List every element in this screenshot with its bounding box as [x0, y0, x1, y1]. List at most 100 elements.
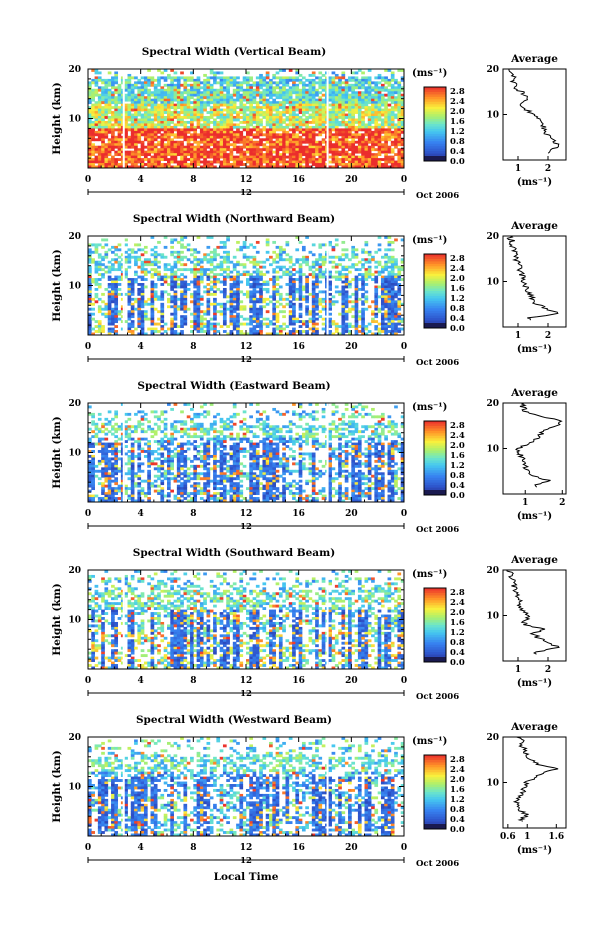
heatmap-cell — [315, 163, 319, 166]
heatmap-cell — [147, 88, 151, 92]
heatmap-cell — [101, 155, 105, 159]
heatmap-cell — [351, 253, 356, 257]
heatmap-cell — [255, 93, 260, 97]
heatmap-cell — [199, 116, 204, 119]
heatmap-cell — [384, 111, 388, 114]
heatmap-cell — [242, 118, 247, 122]
heatmap-cell — [239, 116, 244, 119]
heatmap-cell — [183, 155, 188, 159]
heatmap-cell — [97, 120, 102, 124]
heatmap-cell — [344, 150, 349, 154]
heatmap-cell — [170, 130, 174, 134]
heatmap-cell — [249, 283, 253, 286]
heatmap-cell — [272, 292, 277, 296]
heatmap-cell — [117, 120, 122, 124]
heatmap-cell — [219, 113, 224, 117]
heatmap-cell — [377, 263, 382, 267]
heatmap-cell — [387, 128, 392, 132]
heatmap-cell — [117, 287, 122, 291]
heatmap-cell — [328, 135, 332, 139]
heatmap-cell — [199, 317, 204, 321]
heatmap-cell — [153, 133, 158, 137]
heatmap-cell — [246, 322, 250, 326]
heatmap-cell — [170, 253, 174, 257]
heatmap-cell — [193, 78, 198, 82]
heatmap-cell — [275, 128, 280, 132]
heatmap-cell — [167, 165, 171, 168]
heatmap-cell — [334, 116, 339, 119]
heatmap-cell — [367, 130, 372, 134]
heatmap-cell — [143, 260, 148, 264]
heatmap-cell — [176, 96, 181, 100]
heatmap-cell — [206, 98, 211, 102]
heatmap-cell — [193, 103, 198, 107]
heatmap-cell — [160, 315, 165, 319]
heatmap-cell — [229, 138, 234, 142]
heatmap-cell — [255, 268, 260, 272]
heatmap-cell — [301, 123, 306, 127]
heatmap-cell — [292, 101, 296, 105]
heatmap-cell — [357, 155, 362, 159]
heatmap-cell — [173, 270, 178, 274]
heatmap-cell — [308, 150, 313, 154]
heatmap-cell — [278, 116, 283, 119]
heatmap-cell — [364, 128, 369, 132]
heatmap-cell — [101, 307, 105, 311]
heatmap-cell — [147, 98, 151, 102]
heatmap-cell — [143, 250, 148, 254]
heatmap-cell — [242, 108, 247, 112]
heatmap-cell — [150, 93, 155, 97]
heatmap-cell — [94, 71, 99, 75]
heatmap-cell — [91, 106, 95, 110]
heatmap-cell — [150, 135, 155, 139]
heatmap-cell — [295, 153, 300, 157]
heatmap-cell — [160, 76, 165, 80]
heatmap-cell — [193, 130, 198, 134]
heatmap-cell — [114, 113, 119, 117]
heatmap-cell — [114, 310, 119, 314]
heatmap-cell — [321, 101, 326, 105]
heatmap-cell — [272, 130, 277, 134]
heatmap-cell — [305, 103, 309, 107]
heatmap-cell — [298, 302, 303, 306]
heatmap-cell — [209, 116, 214, 119]
heatmap-cell — [213, 78, 217, 82]
heatmap-cell — [387, 120, 392, 124]
heatmap-cell — [137, 130, 142, 134]
heatmap-cell — [315, 297, 319, 301]
heatmap-cell — [377, 148, 382, 152]
heatmap-cell — [163, 263, 168, 267]
heatmap-cell — [315, 260, 319, 264]
heatmap-cell — [344, 255, 349, 259]
heatmap-cell — [193, 305, 198, 309]
heatmap-cell — [364, 295, 369, 299]
heatmap-cell — [328, 86, 332, 90]
heatmap-cell — [341, 307, 346, 311]
heatmap-cell — [209, 317, 214, 321]
heatmap-cell — [275, 317, 280, 321]
heatmap-cell — [341, 96, 346, 100]
heatmap-cell — [216, 287, 221, 291]
heatmap-cell — [206, 322, 211, 326]
heatmap-cell — [226, 78, 230, 82]
heatmap-cell — [367, 322, 372, 326]
heatmap-cell — [222, 133, 227, 137]
heatmap-cell — [348, 163, 352, 166]
heatmap-cell — [140, 322, 145, 326]
heatmap-cell — [262, 78, 267, 82]
heatmap-cell — [107, 138, 112, 142]
heatmap-cell — [140, 88, 145, 92]
heatmap-cell — [196, 268, 201, 272]
heatmap-cell — [315, 103, 319, 107]
heatmap-cell — [137, 135, 142, 139]
heatmap-cell — [180, 302, 184, 306]
heatmap-cell — [213, 280, 217, 284]
heatmap-cell — [147, 258, 151, 262]
heatmap-cell — [278, 295, 283, 299]
heatmap-cell — [371, 278, 375, 281]
heatmap-cell — [275, 125, 280, 129]
heatmap-cell — [170, 133, 174, 137]
heatmap-cell — [390, 125, 395, 129]
heatmap-cell — [153, 268, 158, 272]
heatmap-cell — [351, 103, 356, 107]
